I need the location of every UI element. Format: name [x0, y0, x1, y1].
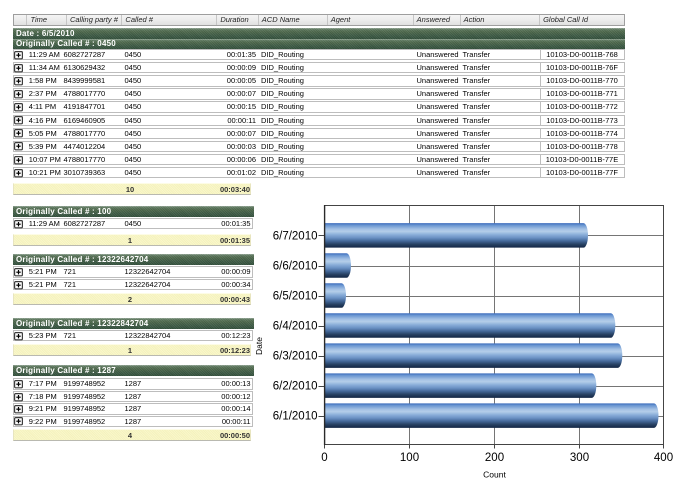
svg-text:0: 0 — [321, 452, 327, 464]
svg-text:200: 200 — [485, 452, 504, 464]
svg-text:400: 400 — [654, 452, 673, 464]
svg-text:Date: Date — [254, 337, 264, 355]
svg-text:6/5/2010: 6/5/2010 — [273, 291, 318, 303]
svg-text:100: 100 — [400, 452, 419, 464]
svg-text:Count: Count — [483, 470, 506, 480]
svg-text:6/1/2010: 6/1/2010 — [273, 411, 318, 423]
svg-text:6/3/2010: 6/3/2010 — [273, 351, 318, 363]
svg-text:300: 300 — [570, 452, 589, 464]
svg-text:6/6/2010: 6/6/2010 — [273, 261, 318, 273]
svg-text:6/2/2010: 6/2/2010 — [273, 381, 318, 393]
svg-text:6/4/2010: 6/4/2010 — [273, 321, 318, 333]
svg-text:6/7/2010: 6/7/2010 — [273, 230, 318, 242]
